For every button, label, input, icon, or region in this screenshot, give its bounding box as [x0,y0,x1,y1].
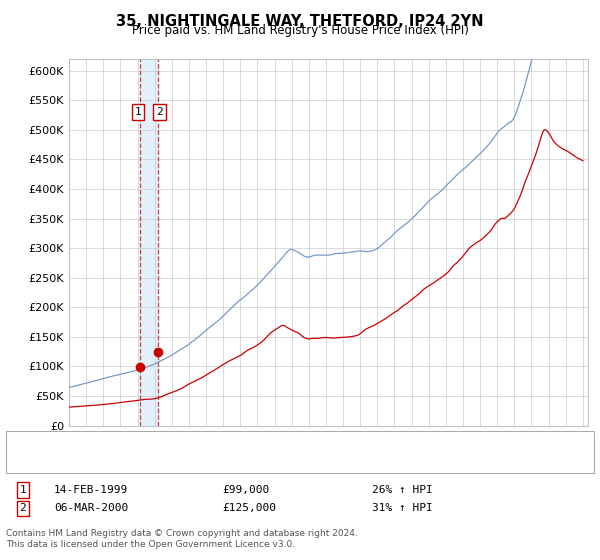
Text: 1: 1 [19,485,26,495]
Bar [140,59,158,426]
Text: 35, NIGHTINGALE WAY, THETFORD, IP24 2YN: 35, NIGHTINGALE WAY, THETFORD, IP24 2YN [116,14,484,29]
Text: 06-MAR-2000: 06-MAR-2000 [54,503,128,514]
Text: Contains HM Land Registry data © Crown copyright and database right 2024.
This d: Contains HM Land Registry data © Crown c… [6,529,358,549]
Text: 14-FEB-1999: 14-FEB-1999 [54,485,128,495]
Text: Price paid vs. HM Land Registry's House Price Index (HPI): Price paid vs. HM Land Registry's House … [131,24,469,37]
Text: 1: 1 [135,107,142,117]
Text: 31% ↑ HPI: 31% ↑ HPI [372,503,433,514]
Text: ─────: ───── [18,454,56,467]
Text: ─────: ───── [18,431,56,445]
Text: £125,000: £125,000 [222,503,276,514]
Text: 26% ↑ HPI: 26% ↑ HPI [372,485,433,495]
Text: HPI: Average price, detached house, Breckland: HPI: Average price, detached house, Brec… [60,455,322,465]
Text: 2: 2 [19,503,26,514]
Text: 35, NIGHTINGALE WAY, THETFORD, IP24 2YN (detached house): 35, NIGHTINGALE WAY, THETFORD, IP24 2YN … [60,433,411,443]
Text: £99,000: £99,000 [222,485,269,495]
Text: 2: 2 [156,107,163,117]
